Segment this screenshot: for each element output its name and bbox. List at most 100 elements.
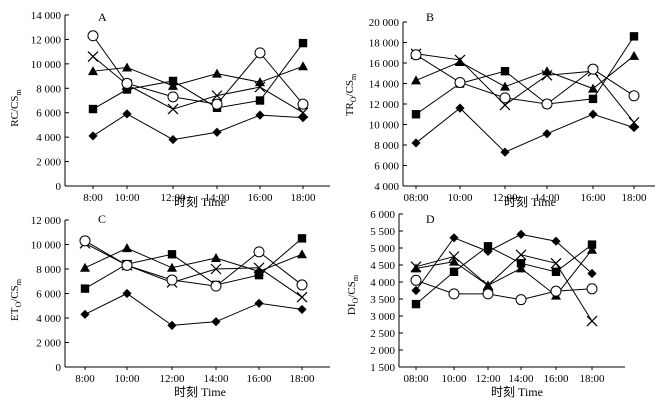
- panel-c-x-tick-label: 8:00: [75, 373, 95, 385]
- panel-c-series-cross-point: [253, 262, 265, 274]
- panel-b-series-triangle-point: [629, 50, 639, 60]
- panel-b-x-title: 时刻 Time: [504, 195, 556, 209]
- panel-b-series-circle-point: [628, 90, 640, 102]
- panel-d-series-circle-point: [515, 294, 527, 306]
- panel-c-series-cross-point-stroke-b: [210, 263, 222, 275]
- panel-a: A 时刻 Time RC/CSm 0 2 000 4 000 6 000 8 000 10…: [9, 10, 330, 209]
- panel-b-series-diamond-point: [455, 103, 465, 113]
- panel-b-series-cross-point-stroke-b: [541, 69, 553, 81]
- panel-b-series-triangle-point: [500, 81, 510, 91]
- panel-d-series-square-line: [415, 244, 593, 305]
- panel-c-y-tick-label: 10 000: [31, 240, 62, 252]
- panel-c-series-diamond-point: [167, 320, 177, 330]
- panel-d-y-tick-label: 5 000: [370, 243, 395, 255]
- panel-d-y-tick-label: 3 500: [370, 294, 395, 306]
- panel-c-x-tick-label: 14:00: [203, 373, 229, 385]
- panel-b-y-title: TRO/CSm: [344, 73, 358, 116]
- panel-d-series-triangle-point: [449, 256, 459, 266]
- panel-c-series-cross-point: [296, 291, 308, 303]
- panel-c-x-tick-label: 12:00: [159, 373, 185, 385]
- panel-d-series-circle-point: [448, 288, 460, 300]
- panel-b-series-square-line: [415, 36, 635, 115]
- panel-d-series-circle-point: [550, 285, 562, 297]
- panel-d-series-square-point: [449, 267, 459, 276]
- panel-c-y-tick-label: 0: [56, 362, 62, 374]
- panel-a-y-tick-label: 10 000: [31, 59, 62, 71]
- panel-d-x-tick-label: 14:00: [508, 373, 534, 385]
- panel-d-series-cross-point-stroke-b: [410, 261, 422, 273]
- panel-a-series-cross-point-stroke-b: [87, 51, 99, 62]
- panel-b-series-diamond-point: [542, 129, 552, 139]
- panel-a-x-tick-label: 14:00: [204, 192, 230, 204]
- panel-d-x-tick-label: 08:00: [403, 373, 429, 385]
- panel-d-series-diamond-point: [551, 236, 561, 246]
- panel-a-series-square-point: [122, 85, 132, 94]
- panel-c-series-diamond-point: [297, 304, 307, 315]
- panel-b-x-tick-label: 08:00: [403, 192, 429, 204]
- panel-b-series-diamond-point: [411, 138, 421, 148]
- panel-a-y-tick-label: 0: [56, 181, 62, 193]
- panel-c-series-square-point: [80, 284, 90, 293]
- panel-d-y-tick-label: 6 000: [370, 209, 395, 221]
- panel-c-y-tick-label: 6 000: [36, 289, 61, 301]
- panel-c-x-tick-label: 10:00: [114, 373, 140, 385]
- panel-c-series-circle-point: [296, 279, 308, 291]
- panel-c-series-triangle-point: [254, 266, 264, 276]
- panel-d-series-cross-point: [515, 249, 527, 261]
- panel-a-series-circle-point: [211, 98, 223, 110]
- panel-a-series-cross-point: [211, 90, 223, 102]
- panel-a-series-cross-point: [167, 103, 179, 115]
- panel-b-series-triangle-point: [588, 83, 598, 93]
- panel-c-series-cross-point-stroke-b: [253, 262, 265, 274]
- panel-d-series-triangle-point: [516, 263, 526, 273]
- panel-d-series-circle-point: [482, 288, 494, 300]
- panel-d-y-tick-label: 1 500: [370, 362, 395, 374]
- panel-b-x-tick-label: 12:00: [492, 192, 518, 204]
- panel-a-series-cross-point-stroke-b: [211, 90, 223, 102]
- panel-c-series-cross-point: [210, 263, 222, 275]
- panel-d-y-tick-label: 4 000: [370, 277, 395, 289]
- panel-d-series-cross-point: [410, 261, 422, 273]
- panel-d-y-tick-label: 5 500: [370, 226, 395, 238]
- panel-d-y-title: DIO/CSm: [346, 274, 360, 315]
- panel-a-series-circle-point: [121, 77, 133, 89]
- panel-d-series-square-point: [483, 242, 493, 251]
- panel-d-series-diamond-point: [449, 233, 459, 243]
- panel-b-series-cross-point: [541, 69, 553, 81]
- panel-a-y-tick-label: 2 000: [36, 157, 61, 169]
- panel-a-series-diamond-point: [168, 134, 178, 145]
- panel-d: D 时刻 Time DIO/CSm 1 500 2 000 2 500 3 000 3 …: [346, 209, 625, 399]
- panel-c-series-diamond-point: [122, 288, 132, 299]
- panel-a-series-triangle-point: [122, 62, 132, 72]
- panel-d-series-cross-point: [448, 251, 460, 262]
- panel-b-series-circle-point: [410, 49, 422, 61]
- panel-a-series-square-point: [298, 38, 308, 48]
- panel-c-y-tick-label: 8 000: [36, 264, 61, 276]
- panel-d-x-tick-label: 12:00: [475, 373, 501, 385]
- panel-a-y-title: RC/CSm: [9, 89, 23, 127]
- panel-b-y-tick-label: 16 000: [369, 58, 400, 70]
- panel-c-series-diamond-line: [84, 292, 303, 326]
- panel-a-series-triangle-line: [92, 65, 304, 87]
- panel-c-series-triangle-point: [80, 262, 90, 272]
- panel-a-series-cross-point-stroke-b: [254, 81, 266, 93]
- panel-b-series-diamond-point: [629, 122, 639, 133]
- panel-c-series-triangle-point: [122, 243, 132, 253]
- panel-d-series-triangle-line: [415, 249, 593, 297]
- panel-b-series-triangle-point: [542, 66, 552, 76]
- panel-a-series-circle-line: [92, 35, 304, 105]
- panel-a-y-tick-label: 14 000: [31, 10, 62, 22]
- panel-a-series-diamond-point: [298, 113, 308, 123]
- panel-b-series-diamond-line: [415, 107, 635, 153]
- panel-b: B 时刻 Time TRO/CSm 4 000 6 000 8 000 10 000 1…: [344, 10, 655, 209]
- panel-b-y-tick-label: 20 000: [369, 17, 400, 29]
- panel-b-y-tick-label: 6 000: [374, 161, 399, 173]
- panel-d-series-square-point: [587, 240, 597, 249]
- panel-c-y-tick-label: 12 000: [31, 215, 62, 227]
- panel-d-x-title: 时刻 Time: [491, 385, 543, 399]
- panel-b-series-square-point: [411, 110, 421, 119]
- panel-a-series-cross-point: [87, 51, 99, 62]
- panel-d-x-tick-label: 18:00: [579, 373, 605, 385]
- panel-c: C 时刻 Time ETO/CSm 0 2 000 4 000 6 000 8 000 1…: [9, 212, 330, 399]
- panel-d-series-diamond-point: [516, 229, 526, 239]
